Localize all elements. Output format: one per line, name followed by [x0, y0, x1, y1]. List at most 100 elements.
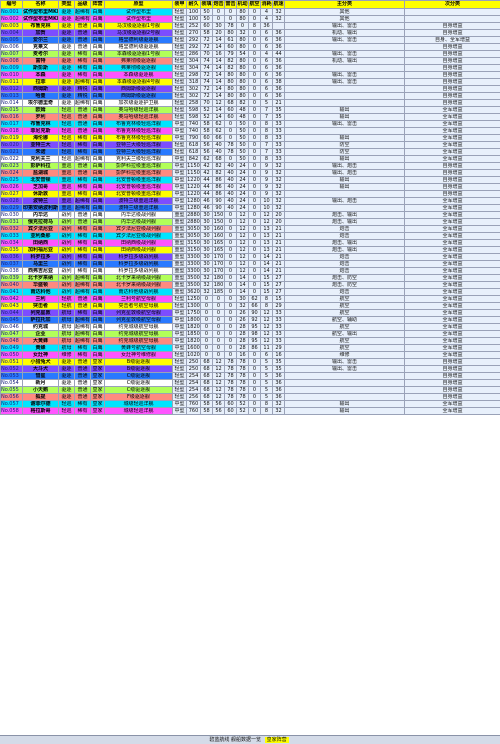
- column-header[interactable]: 编号: [1, 1, 23, 9]
- table-cell: 1220: [187, 191, 201, 198]
- table-cell: No.008: [1, 58, 23, 65]
- column-header[interactable]: 航空: [249, 1, 261, 9]
- column-header[interactable]: 耐久: [187, 1, 201, 9]
- column-header[interactable]: 品级: [75, 1, 91, 9]
- table-cell: 27: [273, 289, 285, 296]
- column-header[interactable]: 消耗: [261, 1, 273, 9]
- table-cell: 中型: [173, 324, 187, 331]
- column-header[interactable]: 名称: [23, 1, 59, 9]
- column-header[interactable]: 机动: [237, 1, 249, 9]
- table-cell: 0: [249, 289, 261, 296]
- table-cell: 11: [261, 345, 273, 352]
- table-cell: 12: [237, 226, 249, 233]
- table-cell: No.027: [1, 191, 23, 198]
- table-cell: 50: [201, 16, 213, 23]
- table-cell: 轻巡: [59, 142, 75, 149]
- table-cell: 超稀有: [75, 275, 91, 282]
- table-cell: 0: [225, 296, 237, 303]
- table-cell: 44: [201, 191, 213, 198]
- table-cell: 重巡: [59, 177, 75, 184]
- table-cell: 8: [261, 128, 273, 135]
- column-header[interactable]: 航速: [273, 1, 285, 9]
- column-header[interactable]: 装填: [201, 1, 213, 9]
- table-cell: 0: [249, 30, 261, 37]
- table-cell: No.006: [1, 44, 23, 51]
- table-cell: 72: [201, 37, 213, 44]
- table-cell: 12: [261, 331, 273, 338]
- column-header[interactable]: 次分类: [405, 1, 500, 9]
- column-header[interactable]: 装甲: [173, 1, 187, 9]
- column-header[interactable]: 原型: [105, 1, 173, 9]
- column-header[interactable]: 雷击: [225, 1, 237, 9]
- table-cell: 0: [249, 247, 261, 254]
- column-header[interactable]: 类型: [59, 1, 75, 9]
- table-cell: 全军增益: [405, 275, 500, 282]
- table-cell: 0: [249, 387, 261, 394]
- column-header[interactable]: 阵营: [91, 1, 105, 9]
- table-cell: 5: [261, 373, 273, 380]
- table-cell: 自身增益: [405, 184, 500, 191]
- column-header[interactable]: 炮击: [213, 1, 225, 9]
- column-header[interactable]: 主分类: [285, 1, 405, 9]
- header-row: 编号名称类型品级阵营原型装甲耐久装填炮击雷击机动航空消耗航速主分类次分类: [1, 1, 500, 9]
